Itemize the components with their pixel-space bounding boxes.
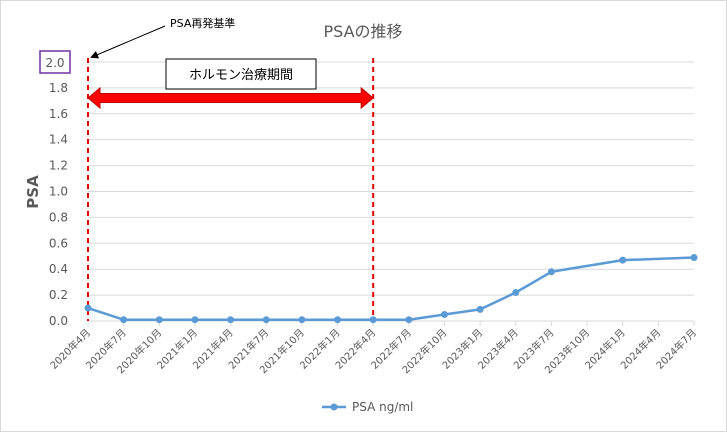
data-point bbox=[84, 304, 92, 312]
y-tick-label: 0.8 bbox=[49, 210, 68, 224]
data-point bbox=[298, 316, 306, 324]
y-tick-label: 0.2 bbox=[49, 288, 68, 302]
y-tick-label: 0.4 bbox=[49, 262, 68, 276]
therapy-period-arrow bbox=[87, 86, 374, 110]
data-point bbox=[619, 256, 627, 264]
data-point bbox=[547, 268, 555, 276]
y-tick-label: 1.8 bbox=[49, 81, 68, 95]
y-tick-label: 0.0 bbox=[49, 314, 68, 328]
y-tick-label: 1.4 bbox=[49, 133, 68, 147]
data-point bbox=[512, 289, 520, 297]
legend-marker bbox=[330, 403, 338, 411]
data-point bbox=[155, 316, 163, 324]
data-point bbox=[227, 316, 235, 324]
data-point bbox=[191, 316, 199, 324]
data-point bbox=[334, 316, 342, 324]
series-line bbox=[87, 256, 695, 321]
data-point bbox=[476, 305, 484, 313]
threshold-callout-arrow bbox=[90, 25, 166, 59]
data-point bbox=[405, 316, 413, 324]
data-point bbox=[690, 254, 698, 262]
y-tick-label: 1.6 bbox=[49, 107, 68, 121]
y-tick-label: 1.0 bbox=[49, 185, 68, 199]
data-point bbox=[120, 316, 128, 324]
threshold-value-box bbox=[39, 50, 71, 74]
data-point bbox=[369, 316, 377, 324]
threshold-label: PSA再発基準 bbox=[170, 16, 235, 30]
therapy-label-box bbox=[165, 58, 317, 90]
y-axis-label: PSA bbox=[24, 175, 42, 209]
y-tick-label: 0.6 bbox=[49, 236, 68, 250]
threshold-value-label: 2.0 bbox=[45, 56, 64, 70]
therapy-label: ホルモン治療期間 bbox=[189, 68, 293, 83]
legend-label: PSA ng/ml bbox=[352, 400, 413, 414]
y-tick-label: 1.2 bbox=[49, 159, 68, 173]
data-point bbox=[440, 311, 448, 319]
data-point bbox=[262, 316, 270, 324]
chart-title: PSAの推移 bbox=[323, 22, 402, 41]
